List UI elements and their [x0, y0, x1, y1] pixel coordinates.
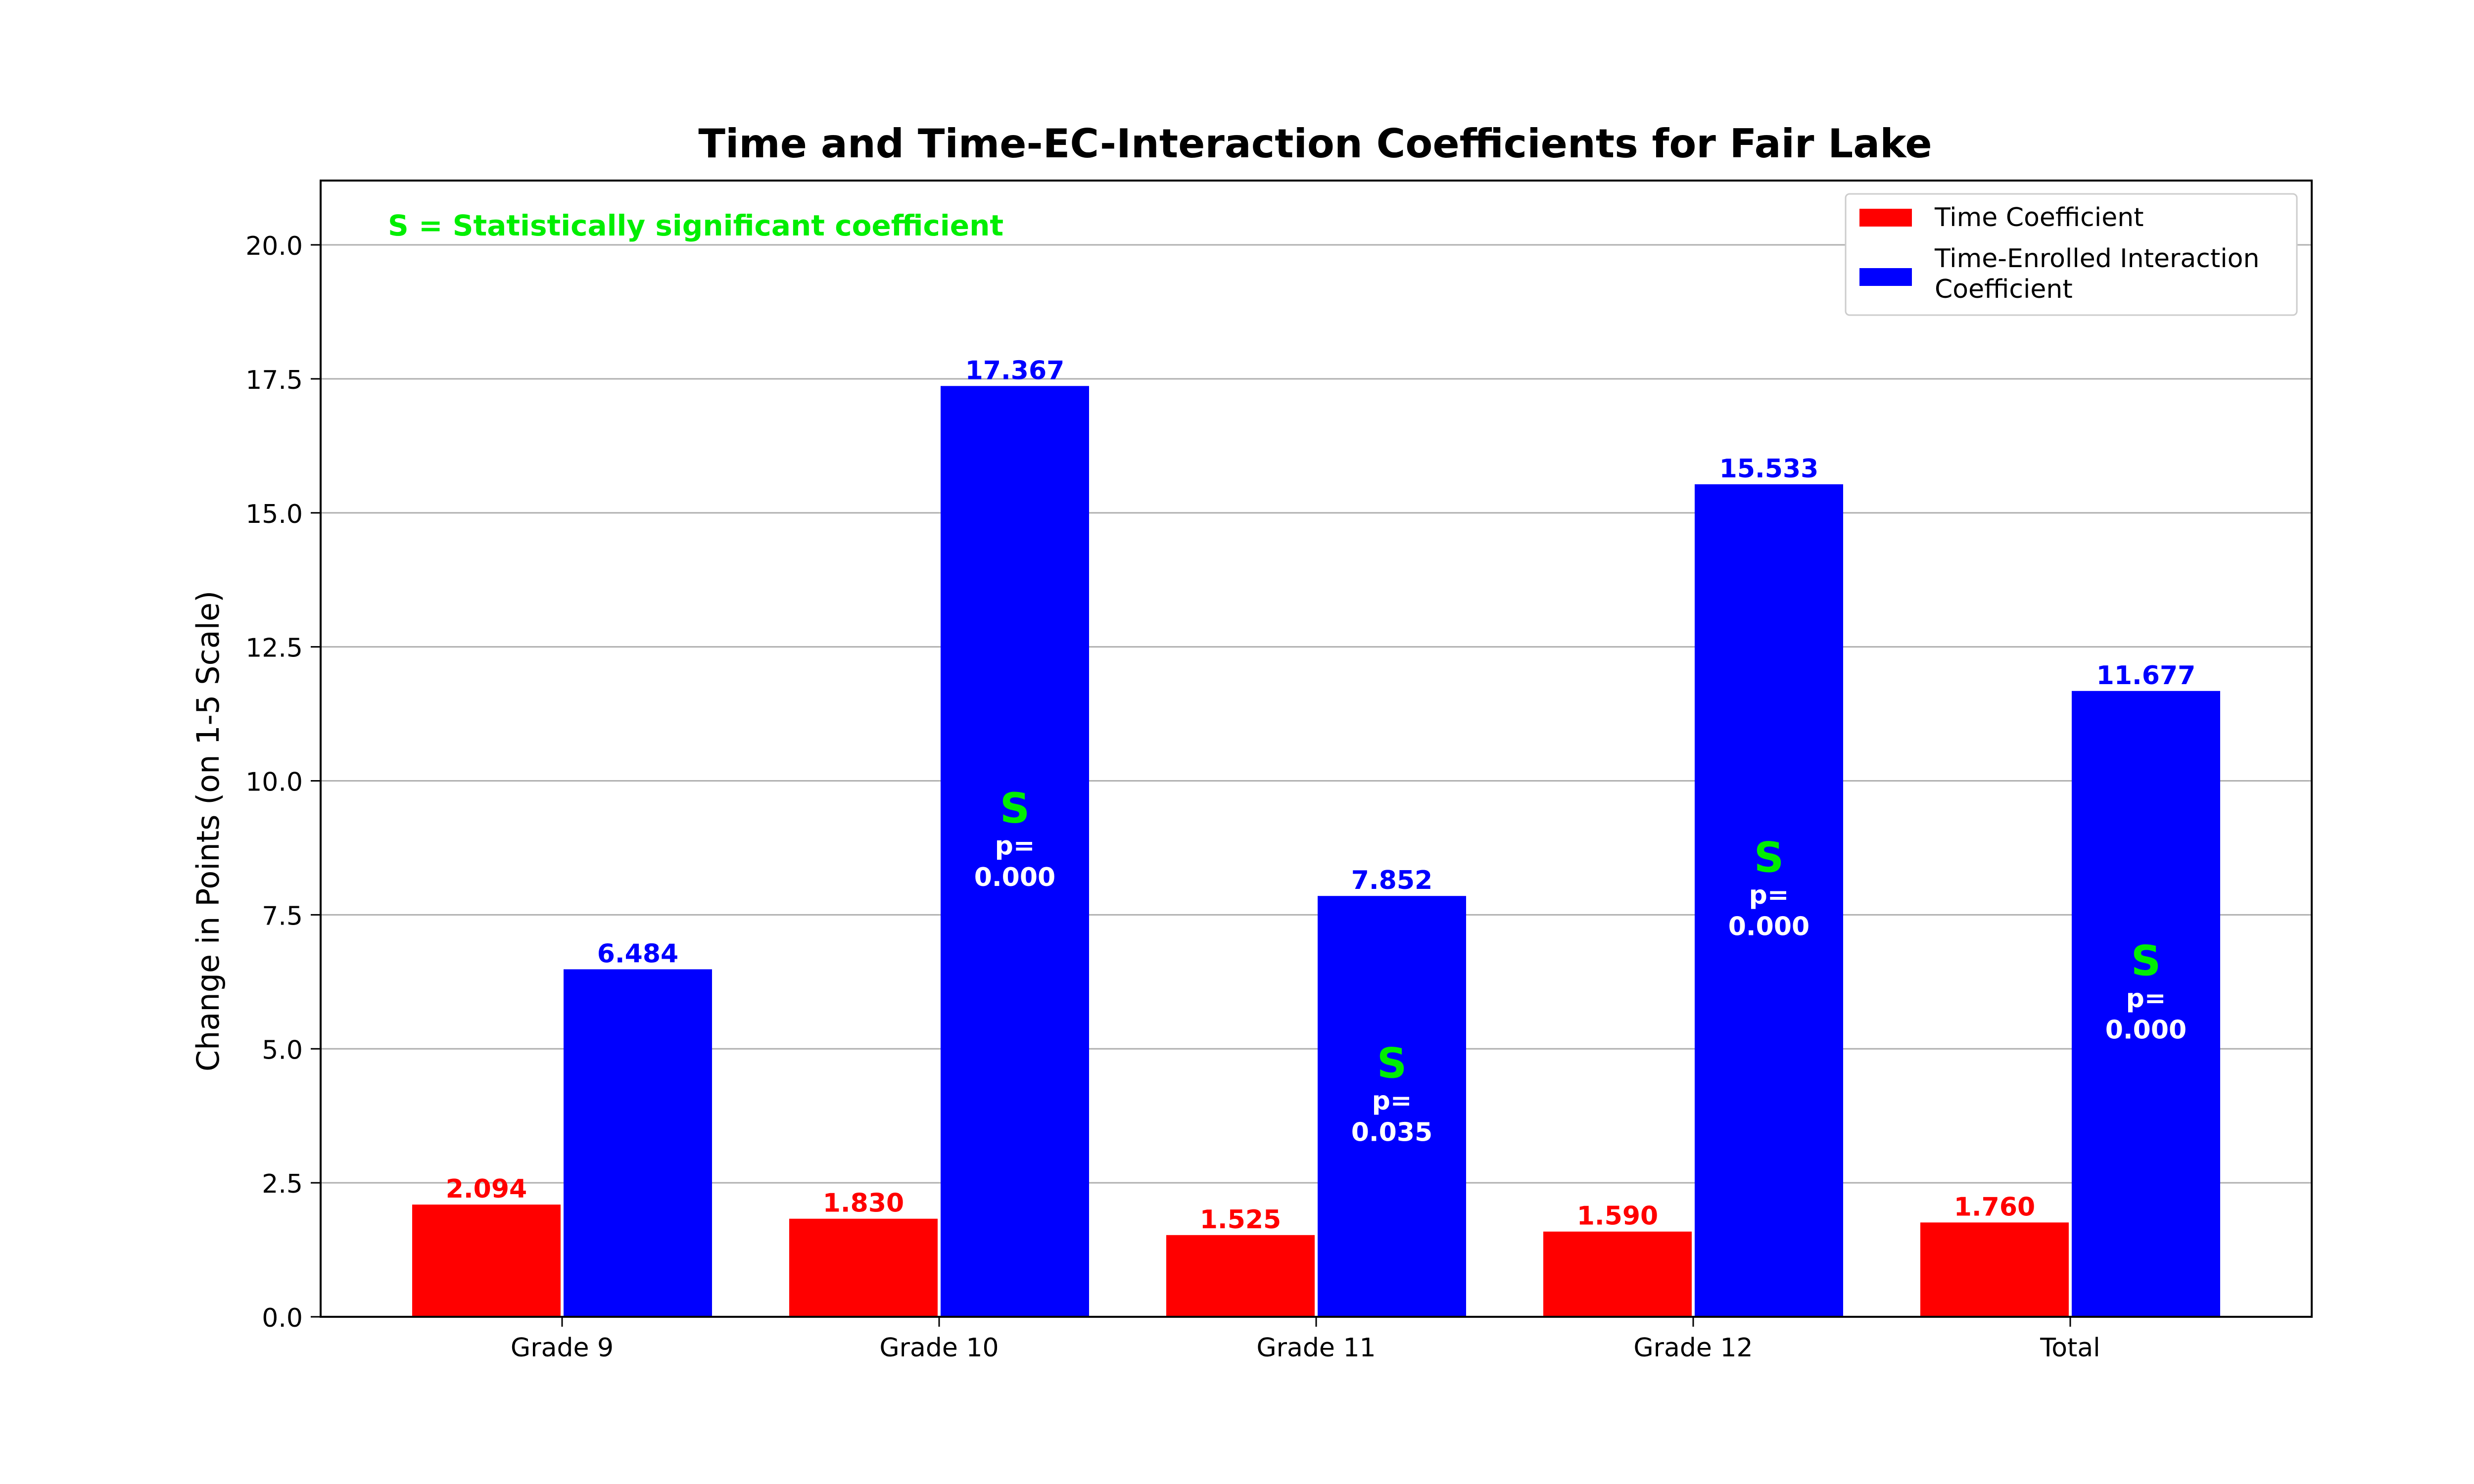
- y-tick-label: 20.0: [245, 232, 303, 261]
- bar-time-4: [1920, 1222, 2069, 1317]
- y-tick-label: 5.0: [262, 1035, 303, 1065]
- bar-value-label: 6.484: [597, 939, 678, 969]
- bar-interaction-4: [2072, 691, 2220, 1317]
- legend-label-time: Time Coefficient: [1934, 203, 2144, 232]
- bar-interaction-0: [564, 969, 712, 1317]
- y-axis-label: Change in Points (on 1-5 Scale): [190, 591, 226, 1071]
- bar-value-label: 1.590: [1577, 1202, 1658, 1231]
- p-value-prefix: p=: [1372, 1086, 1412, 1116]
- x-tick-label: Total: [2040, 1333, 2100, 1363]
- significance-note: S = Statistically significant coefficien…: [388, 209, 1003, 242]
- bar-value-label: 11.677: [2096, 661, 2196, 691]
- bar-value-labels: 2.094 6.484 1.830 17.367 1.525 7.852 1.590 15.5…: [446, 356, 2196, 1234]
- chart-title: Time and Time-EC-Interaction Coefficient…: [698, 121, 1932, 167]
- p-value: 0.000: [1728, 912, 1809, 942]
- legend-box: [1845, 193, 2298, 316]
- y-tick-label: 0.0: [262, 1303, 303, 1333]
- p-value-prefix: p=: [1749, 881, 1789, 910]
- y-tick-label: 12.5: [245, 634, 303, 663]
- bars: [412, 386, 2220, 1317]
- p-value-prefix: p=: [995, 831, 1035, 861]
- bar-value-label: 1.830: [823, 1189, 904, 1218]
- bar-time-0: [412, 1205, 561, 1317]
- y-tick-label: 10.0: [245, 768, 303, 797]
- significance-marker: S: [1000, 784, 1030, 833]
- bar-time-2: [1166, 1235, 1315, 1317]
- x-tick-label: Grade 10: [879, 1333, 999, 1363]
- p-value: 0.000: [2105, 1015, 2187, 1045]
- y-tick-label: 7.5: [262, 901, 303, 931]
- bar-interaction-1: [941, 386, 1089, 1317]
- x-axis: Grade 9 Grade 10 Grade 11 Grade 12 Total: [511, 1317, 2100, 1363]
- y-tick-label: 17.5: [245, 366, 303, 395]
- significance-marker: S: [1377, 1039, 1407, 1088]
- p-value-prefix: p=: [2126, 983, 2166, 1013]
- bar-value-label: 2.094: [446, 1174, 527, 1204]
- bar-value-label: 15.533: [1719, 454, 1819, 484]
- legend: Time Coefficient Time-Enrolled Interactio…: [1845, 193, 2298, 316]
- x-tick-label: Grade 9: [511, 1333, 614, 1363]
- bar-value-label: 7.852: [1351, 866, 1432, 895]
- p-value: 0.000: [974, 863, 1055, 892]
- legend-swatch-time: [1859, 209, 1912, 227]
- bar-value-label: 1.760: [1954, 1192, 2035, 1222]
- bar-value-label: 17.367: [965, 356, 1065, 385]
- x-tick-label: Grade 12: [1633, 1333, 1753, 1363]
- bar-value-label: 1.525: [1200, 1205, 1281, 1235]
- x-tick-label: Grade 11: [1256, 1333, 1376, 1363]
- y-tick-label: 2.5: [262, 1169, 303, 1199]
- legend-swatch-interaction: [1859, 268, 1912, 286]
- y-tick-label: 15.0: [245, 500, 303, 529]
- p-value: 0.035: [1351, 1118, 1432, 1148]
- bar-time-3: [1543, 1231, 1692, 1317]
- y-axis: 0.0 2.5 5.0 7.5 10.0 12.5 15.0 17.5 20.0: [245, 232, 321, 1333]
- bar-time-1: [789, 1218, 938, 1317]
- bar-interaction-3: [1695, 484, 1843, 1317]
- legend-label-interaction-line1: Time-Enrolled Interaction: [1934, 244, 2259, 274]
- significance-marker: S: [1754, 834, 1784, 882]
- significance-marker: S: [2131, 936, 2161, 985]
- legend-label-interaction-line2: Coefficient: [1935, 275, 2073, 304]
- bar-interaction-2: [1318, 896, 1466, 1317]
